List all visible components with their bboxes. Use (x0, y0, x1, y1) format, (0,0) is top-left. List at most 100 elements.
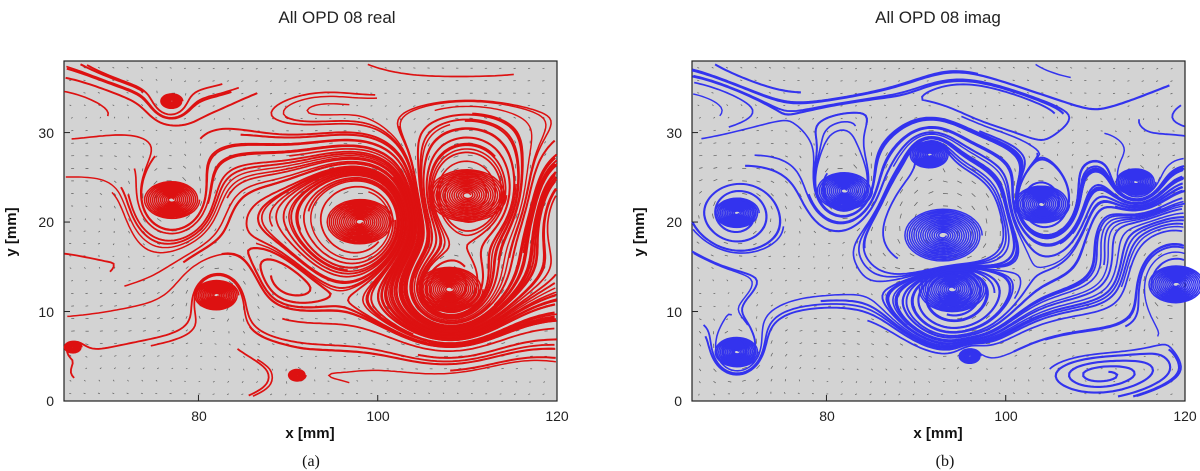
vector-arrow (713, 393, 716, 396)
vector-arrow (856, 368, 859, 371)
vector-arrow (486, 239, 490, 244)
vector-arrow (871, 343, 875, 346)
vortex-spiral (1115, 168, 1157, 196)
y-tick-label: 30 (666, 125, 682, 141)
vector-arrow (1157, 229, 1161, 232)
vector-arrow (128, 255, 130, 258)
vector-arrow (126, 392, 129, 395)
vector-arrow (1055, 392, 1058, 395)
vector-arrow (386, 379, 389, 382)
vector-arrow (870, 201, 875, 207)
y-tick-label: 10 (38, 304, 54, 320)
vector-arrow (214, 189, 216, 194)
vector-arrow (142, 317, 146, 320)
vector-arrow (854, 80, 857, 82)
streamline (65, 272, 555, 379)
vector-arrow (783, 392, 786, 394)
streamline (284, 116, 558, 328)
vector-arrow (128, 267, 131, 269)
vector-arrow (698, 202, 701, 207)
vector-arrow (284, 105, 287, 108)
vector-arrow (99, 367, 102, 370)
vector-arrow (895, 252, 901, 257)
vector-arrow (727, 116, 730, 119)
vector-arrow (185, 277, 189, 282)
vector-arrow (869, 80, 872, 82)
vector-arrow (83, 392, 86, 395)
vector-arrow (542, 67, 545, 70)
vector-arrow (1071, 200, 1074, 206)
streamline (111, 156, 555, 338)
streamline (252, 358, 274, 397)
vector-arrow (1129, 329, 1132, 332)
vector-arrow (768, 255, 771, 258)
vector-arrow (128, 155, 131, 158)
vector-arrow (756, 193, 761, 197)
vector-arrow (399, 392, 402, 395)
streamlines (63, 63, 558, 397)
vector-arrow (885, 176, 888, 182)
streamline (221, 252, 556, 348)
streamline (1150, 257, 1185, 291)
chart-title: All OPD 08 real (278, 8, 395, 27)
streamline (522, 159, 558, 254)
vector-arrow (1100, 330, 1104, 332)
vortex-spiral (287, 368, 307, 382)
vector-arrow (142, 355, 146, 357)
vector-arrow (241, 105, 244, 107)
vector-arrow (226, 393, 230, 395)
vector-arrow (142, 292, 146, 294)
vector-arrow (768, 92, 772, 94)
vector-arrow (926, 67, 929, 70)
vector-arrow (501, 239, 504, 244)
vector-arrow (1155, 393, 1159, 395)
vector-arrow (243, 343, 246, 346)
vector-arrow (413, 392, 416, 395)
vector-arrow (912, 67, 915, 70)
vector-arrow (1043, 292, 1046, 294)
vector-arrow (711, 213, 714, 219)
panel-caption: (a) (302, 453, 320, 470)
vector-arrow (529, 278, 533, 282)
streamline (275, 169, 404, 278)
vector-arrow (785, 155, 788, 158)
vector-arrow (713, 201, 716, 207)
streamline (692, 226, 785, 254)
vector-arrow (257, 293, 260, 297)
vector-arrow (214, 177, 216, 181)
vector-arrow (1012, 79, 1015, 82)
vector-arrow (971, 315, 977, 320)
vector-arrow (501, 264, 503, 269)
vector-arrow (928, 191, 934, 194)
vector-arrow (271, 117, 274, 120)
vector-arrow (114, 168, 117, 170)
vector-arrow (1156, 92, 1159, 95)
vector-arrow (1041, 92, 1044, 94)
vector-arrow (785, 329, 788, 332)
vector-arrow (1086, 317, 1090, 320)
vector-arrow (923, 268, 929, 270)
vector-arrow (1114, 317, 1118, 320)
vector-arrow (1057, 129, 1060, 132)
vector-arrow (784, 353, 788, 357)
vector-arrow (826, 380, 829, 383)
streamline (226, 158, 556, 339)
vector-arrow (298, 92, 301, 95)
vector-arrow (799, 367, 802, 370)
vector-arrow (312, 266, 316, 269)
vector-arrow (157, 304, 160, 307)
vector-arrow (1143, 342, 1146, 345)
vector-arrow (297, 366, 301, 370)
vector-arrow (128, 305, 132, 307)
vector-arrow (171, 316, 175, 319)
vector-arrow (198, 80, 201, 82)
vector-arrow (257, 179, 261, 182)
vector-arrow (1043, 342, 1047, 345)
y-tick-label: 10 (666, 304, 682, 320)
vortex-spiral (714, 197, 760, 229)
vector-arrow (200, 368, 202, 370)
vector-arrow (1014, 354, 1018, 357)
vector-arrow (112, 243, 115, 246)
vector-arrow (157, 367, 159, 370)
vector-arrow (128, 367, 131, 370)
